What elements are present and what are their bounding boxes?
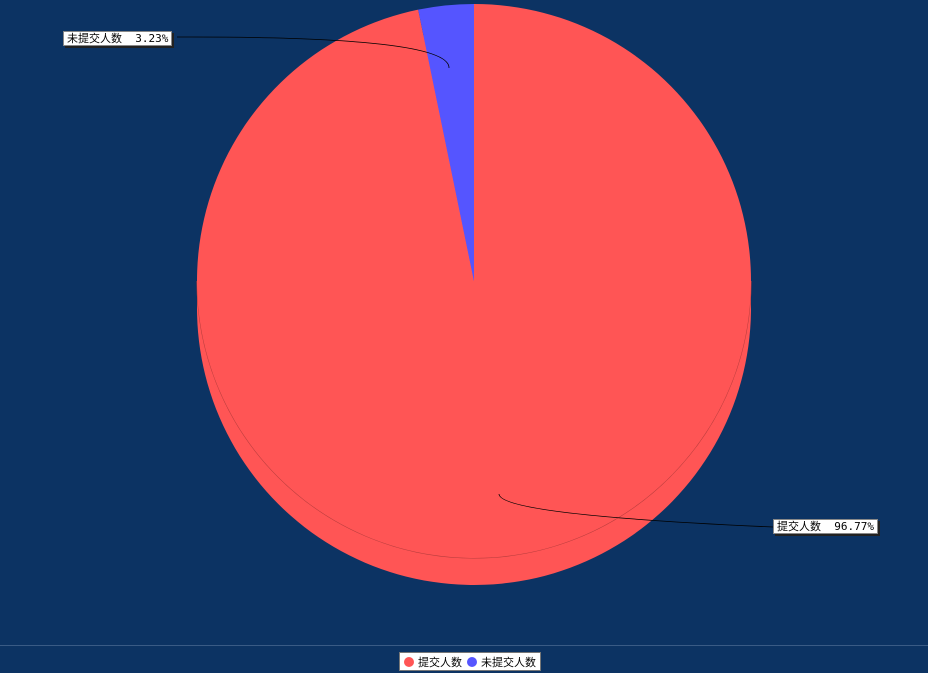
slice-label-not-submitted: 未提交人数 3.23% (63, 31, 173, 46)
legend-swatch-not-submitted (467, 656, 477, 667)
leader-line-not-submitted (176, 36, 450, 69)
chart-legend: 提交人数 未提交人数 (399, 652, 541, 671)
slice-label-submitted: 提交人数 96.77% (773, 519, 878, 534)
pie-slice-not-submitted[interactable] (418, 4, 474, 281)
pie-slice-submitted[interactable] (197, 4, 752, 558)
legend-swatch-submitted (404, 656, 414, 667)
legend-item-not-submitted[interactable]: 未提交人数 (467, 654, 536, 670)
leader-line-submitted (498, 493, 774, 528)
pie-chart-plot (176, 4, 774, 585)
pie-top-layer (197, 4, 752, 558)
legend-label-submitted: 提交人数 (418, 655, 462, 669)
leader-lines (176, 36, 774, 528)
legend-item-submitted[interactable]: 提交人数 (404, 654, 462, 670)
legend-label-not-submitted: 未提交人数 (481, 655, 536, 669)
footer-divider (0, 645, 928, 646)
